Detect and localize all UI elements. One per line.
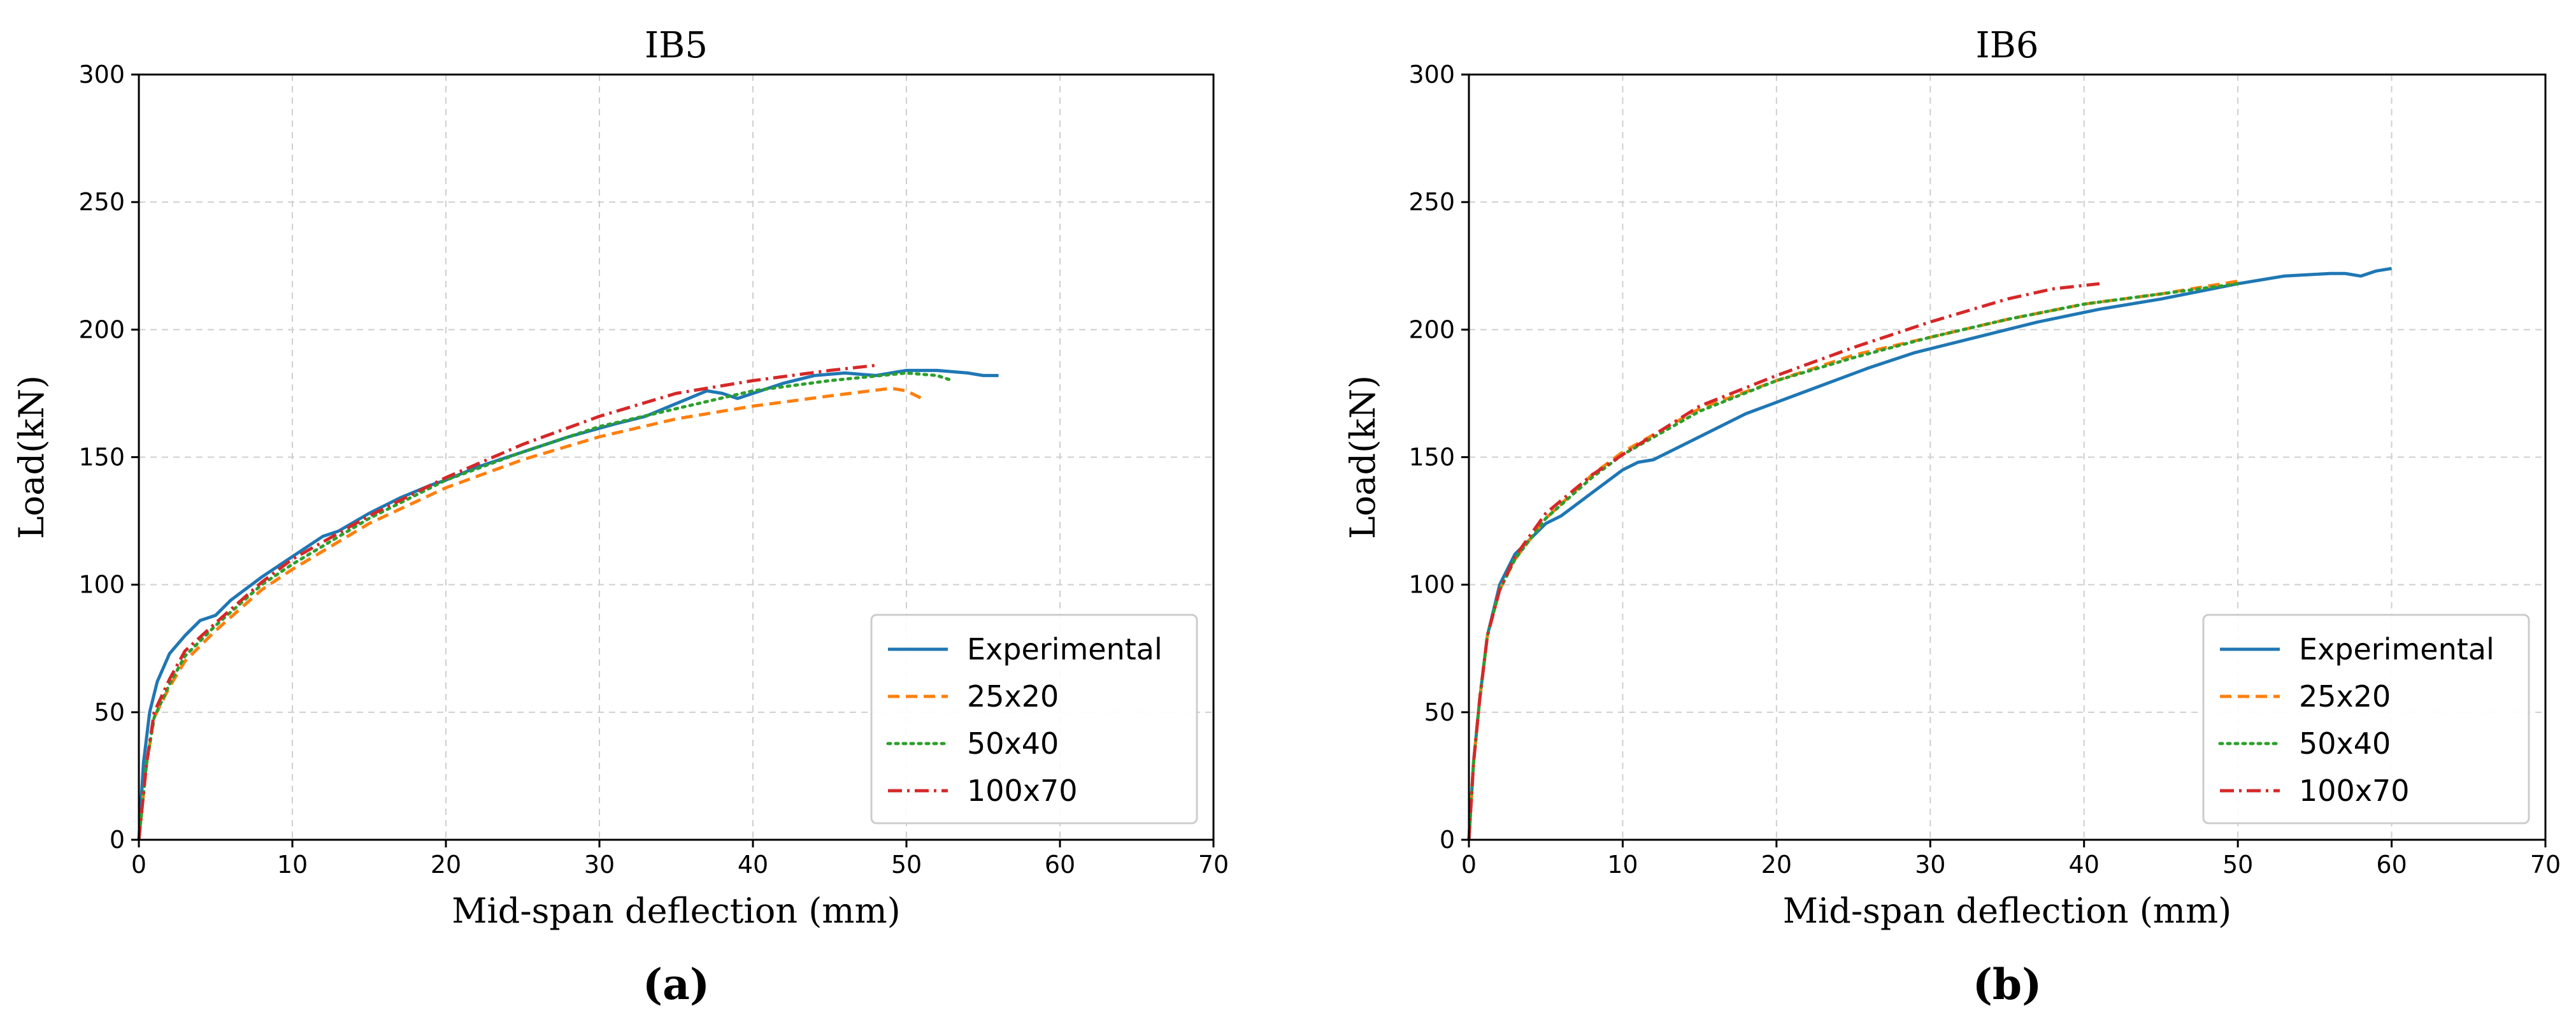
chart-title: IB6 (1976, 25, 2039, 66)
series-line-50x40 (1467, 282, 2240, 842)
y-tick-label: 200 (78, 315, 125, 343)
x-tick-label: 60 (2376, 851, 2407, 879)
series-line-50x40 (137, 371, 954, 842)
y-tick-label: 100 (78, 571, 125, 599)
series-line-experimental (137, 368, 999, 840)
legend-label: 100x70 (967, 774, 1078, 808)
x-tick-label: 30 (1915, 851, 1945, 879)
y-tick-label: 250 (78, 188, 125, 216)
series-line-25x20 (137, 386, 923, 840)
x-tick-label: 60 (1045, 851, 1075, 879)
x-tick-label: 0 (131, 851, 147, 879)
chart-title: IB5 (645, 25, 708, 66)
panel-caption: (a) (643, 960, 710, 1009)
y-axis-label: Load(kN) (11, 375, 52, 539)
legend-box (2202, 614, 2530, 824)
legend-label: Experimental (967, 632, 1163, 666)
x-tick-label: 50 (891, 851, 922, 879)
x-tick-label: 20 (1761, 851, 1792, 879)
x-tick-label: 10 (1607, 851, 1638, 879)
series-line-100x70 (137, 363, 877, 840)
legend-label: 50x40 (2299, 726, 2391, 761)
y-axis-label: Load(kN) (1343, 375, 1383, 539)
series-line-25x20 (1467, 279, 2238, 840)
panel-caption: (b) (1973, 960, 2042, 1009)
x-tick-label: 10 (277, 851, 308, 879)
y-tick-label: 100 (1408, 571, 1455, 599)
x-tick-label: 40 (2069, 851, 2100, 879)
legend-box (870, 614, 1198, 824)
legend-label: 25x20 (2299, 679, 2391, 714)
legend-label: Experimental (2299, 632, 2494, 666)
y-tick-label: 300 (1408, 61, 1455, 89)
x-tick-label: 30 (584, 851, 615, 879)
x-tick-label: 70 (1198, 851, 1229, 879)
y-tick-label: 0 (1440, 826, 1455, 854)
legend-label: 25x20 (967, 679, 1059, 714)
x-tick-label: 20 (431, 851, 461, 879)
x-tick-label: 50 (2222, 851, 2253, 879)
x-axis-label: Mid-span deflection (mm) (1783, 891, 2232, 931)
y-tick-label: 50 (1424, 698, 1455, 726)
y-tick-label: 200 (1408, 315, 1455, 343)
legend-label: 50x40 (967, 726, 1059, 761)
series-line-100x70 (1467, 282, 2100, 840)
y-tick-label: 250 (1408, 188, 1455, 216)
y-tick-label: 0 (110, 826, 125, 854)
legend-label: 100x70 (2299, 774, 2410, 808)
y-tick-label: 150 (1408, 443, 1455, 471)
x-tick-label: 0 (1461, 851, 1477, 879)
y-tick-label: 300 (78, 61, 125, 89)
legend: Experimental 25x20 50x40 100x70 (2202, 614, 2530, 824)
panel-ib5: 0 10 20 30 40 50 60 70 0 50 100 150 200 250 300 IB5 Mid-… (11, 25, 1229, 1009)
x-axis-label: Mid-span deflection (mm) (452, 891, 901, 931)
y-tick-label: 50 (94, 698, 125, 726)
y-tick-label: 150 (78, 443, 125, 471)
panel-ib6: 0 10 20 30 40 50 60 70 0 50 100 150 200 250 300 IB6 Mid-… (1343, 25, 2561, 1009)
x-tick-label: 40 (738, 851, 768, 879)
x-tick-label: 70 (2530, 851, 2561, 879)
legend: Experimental 25x20 50x40 100x70 (870, 614, 1198, 824)
